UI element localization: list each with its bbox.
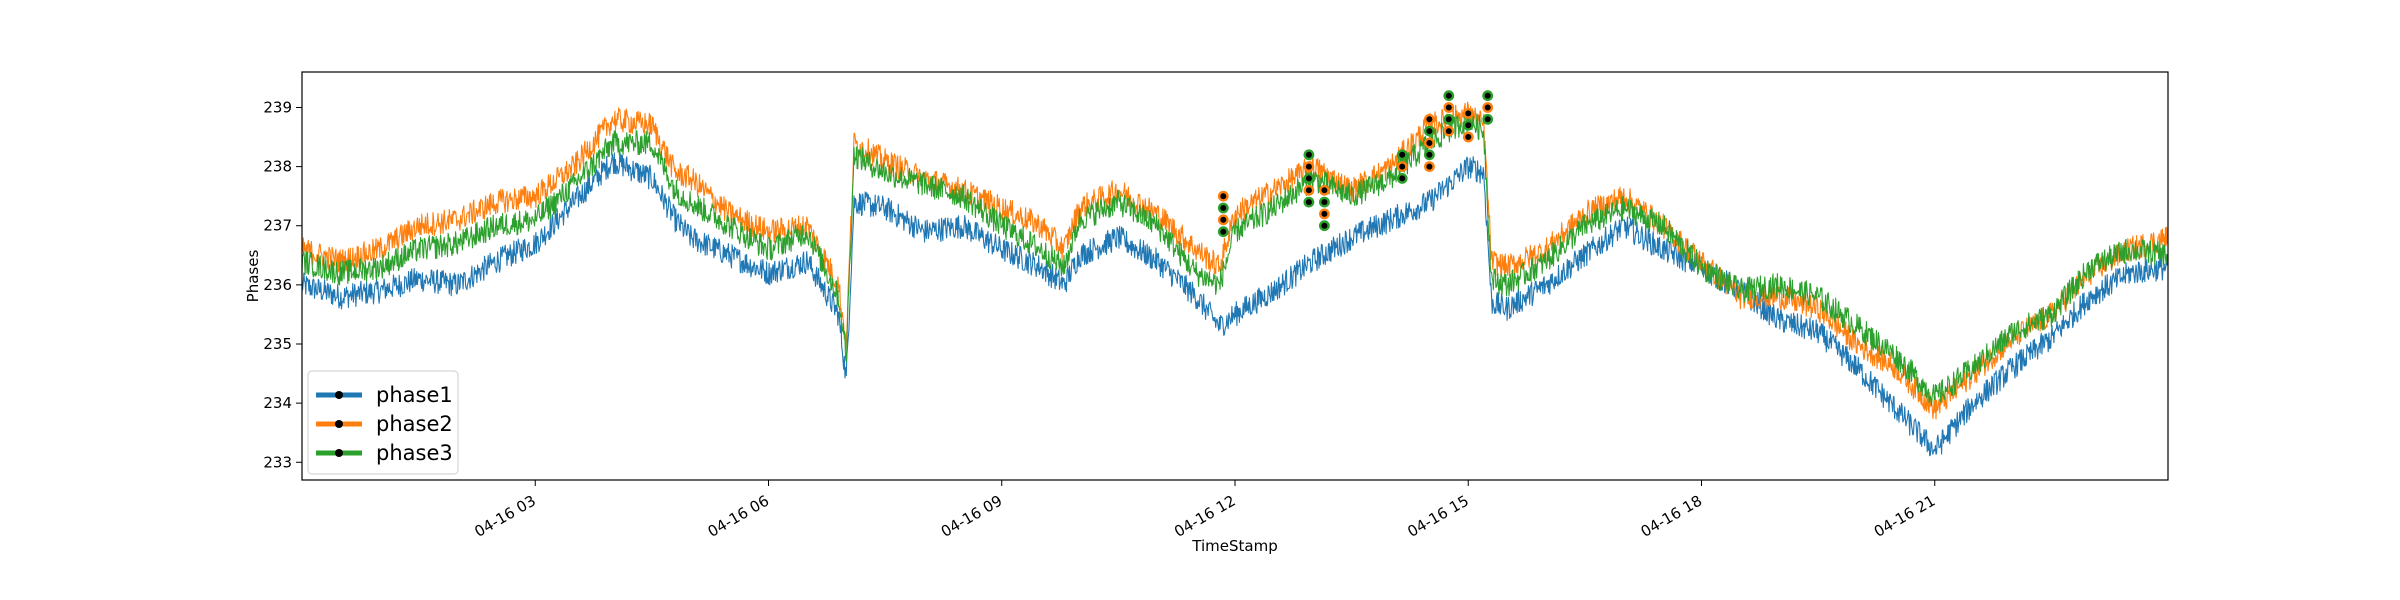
legend-label-phase3: phase3 <box>376 441 453 465</box>
y-tick-label: 235 <box>263 335 292 353</box>
marker-point <box>1443 90 1455 102</box>
y-tick-label: 237 <box>263 217 292 235</box>
marker-point <box>1462 119 1474 131</box>
marker-point <box>1303 149 1315 161</box>
x-tick-label: 04-16 18 <box>1638 492 1705 541</box>
y-tick-label: 239 <box>263 98 292 116</box>
legend-label-phase1: phase1 <box>376 383 453 407</box>
marker-point <box>1443 102 1455 113</box>
marker-point <box>1462 108 1474 119</box>
legend-label-phase2: phase2 <box>376 412 453 436</box>
y-tick-label: 234 <box>263 394 292 412</box>
marker-point <box>1217 214 1229 226</box>
marker-point <box>1217 190 1229 202</box>
y-tick-label: 233 <box>263 453 292 471</box>
marker-point <box>1396 172 1408 184</box>
x-tick-label: 04-16 12 <box>1171 492 1238 541</box>
x-tick-label: 04-16 15 <box>1404 492 1471 541</box>
marker-point <box>1319 208 1330 220</box>
x-tick-label: 04-16 06 <box>705 492 772 541</box>
marker-point <box>1424 137 1435 149</box>
marker-point <box>1462 131 1474 143</box>
marker-point <box>1303 161 1315 173</box>
marker-point <box>1482 90 1494 102</box>
marker-point <box>1303 184 1315 196</box>
y-axis-label: Phases <box>244 250 262 303</box>
marker-point <box>1482 113 1494 125</box>
marker-point <box>1443 113 1455 125</box>
legend-marker-phase1 <box>335 391 343 399</box>
marker-point <box>1424 125 1435 137</box>
marker-point <box>1319 184 1330 196</box>
x-tick-label: 04-16 03 <box>471 492 538 541</box>
y-tick-label: 236 <box>263 276 292 294</box>
marker-point <box>1424 161 1435 173</box>
series-line-phase2 <box>301 101 2169 420</box>
marker-point <box>1217 202 1229 214</box>
marker-point <box>1217 226 1229 238</box>
series-lines <box>301 101 2169 457</box>
highlight-markers <box>1217 90 1494 238</box>
marker-point <box>1396 161 1408 173</box>
marker-point <box>1396 149 1408 161</box>
series-line-phase1 <box>301 151 2169 457</box>
y-tick-label: 238 <box>263 158 292 176</box>
legend-marker-phase3 <box>335 449 343 457</box>
x-axis: 04-16 03 04-16 06 04-16 09 04-16 12 04-16 15… <box>471 480 1938 541</box>
marker-point <box>1319 196 1330 208</box>
marker-point <box>1319 220 1330 232</box>
x-axis-label: TimeStamp <box>1191 537 1277 555</box>
x-tick-label: 04-16 09 <box>938 492 1005 541</box>
marker-point <box>1424 113 1435 125</box>
series-line-phase3 <box>301 109 2169 407</box>
legend: phase1 phase2 phase3 <box>307 370 459 475</box>
marker-point <box>1443 125 1455 137</box>
marker-point <box>1424 149 1435 161</box>
legend-marker-phase2 <box>335 420 343 428</box>
y-axis: 233 234 235 236 237 238 239 <box>263 98 302 471</box>
marker-point <box>1303 196 1315 208</box>
plot-frame <box>301 71 2169 481</box>
x-tick-label: 04-16 21 <box>1871 492 1938 541</box>
marker-point <box>1303 172 1315 184</box>
marker-point <box>1482 102 1494 113</box>
